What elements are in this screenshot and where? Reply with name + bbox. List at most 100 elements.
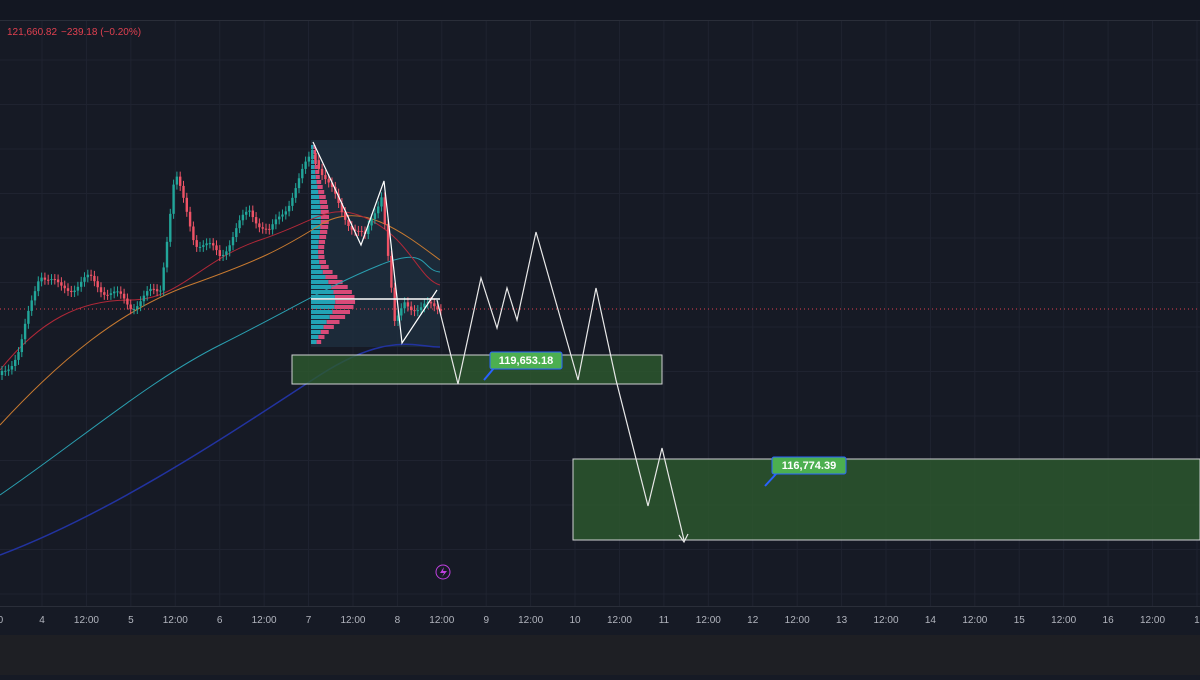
profile-bar [311,180,317,184]
profile-bar [316,340,322,344]
candle-body [195,240,198,247]
candle-body [47,279,50,281]
candle-body [169,213,172,242]
candle-body [103,292,106,295]
profile-bar [322,270,333,274]
candle-body [20,339,23,353]
candle-body [136,306,139,309]
profile-bar [334,295,355,299]
profile-bar [318,245,325,249]
candle-body [7,369,10,371]
candle-body [271,224,274,230]
candle-body [182,185,185,198]
candle-body [396,315,400,321]
profile-bar [311,225,321,229]
label-box [771,456,847,475]
candle-body [433,303,436,307]
candle-body [347,219,350,226]
candle-body [119,291,122,294]
x-tick-label: 12:00 [696,615,721,626]
candle-body [350,225,353,230]
candle-body [235,228,238,238]
profile-bar [311,300,336,304]
candle-body [188,211,192,227]
candle-body [317,160,320,169]
candle-body [53,279,56,281]
profile-bar [311,145,314,149]
profile-bar [311,240,319,244]
ma-20 [0,211,441,371]
event-icon-bolt [440,567,447,577]
x-tick-label: 12:00 [252,615,277,626]
label-pointer [483,367,495,381]
candle-body [370,219,373,226]
profile-bar [320,215,330,219]
profile-bar [311,315,330,319]
candle-body [436,306,439,310]
candle-body [330,182,334,187]
candle-body [360,230,363,232]
profile-bar [311,205,321,209]
profile-bar [311,275,326,279]
candle-body [192,226,195,241]
candle-body [159,290,162,292]
candle-body [254,217,258,224]
candle-body [142,295,146,302]
candle-body [400,308,403,316]
candle-body [439,309,443,311]
candle-body [344,212,347,220]
profile-bar [319,195,326,199]
x-tick-label: 12:00 [429,615,454,626]
profile-bar [313,150,316,154]
candle-body [228,245,231,252]
ma-100 [0,256,441,496]
profile-bar [311,330,321,334]
profile-bar [328,280,343,284]
header-change: −239.18 (−0.20%) [61,27,141,38]
target-label: 116,774.39 [782,460,836,472]
candle-body [291,197,294,206]
candle-body [238,220,241,229]
candle-body [212,243,215,246]
event-icon[interactable] [435,564,451,580]
ma-50 [0,215,441,426]
candle-body [337,193,340,203]
candle-body [93,275,96,282]
candle-body [139,301,142,307]
profile-bar [320,205,329,209]
candle-body [202,245,205,247]
x-tick-label: 12:00 [518,615,543,626]
candle-body [406,302,410,307]
x-tick-label: 10 [569,615,581,626]
x-tick-label: 16 [1103,615,1115,626]
candle-body [185,197,188,212]
ma-200 [0,343,441,556]
profile-bar [319,235,327,239]
profile-bar [318,240,326,244]
x-tick-label: 12:00 [785,615,810,626]
candle-body [357,230,360,232]
candle-body [0,370,4,375]
label-pointer [764,473,777,487]
candle-body [155,289,159,292]
candle-body [66,288,70,291]
x-tick-label: 9 [483,615,489,626]
profile-bar [320,265,329,269]
candle-body [165,241,169,268]
candle-body [304,161,307,169]
profile-bar [311,165,315,169]
candle-body [205,243,208,246]
profile-bar [316,180,322,184]
candle-body [132,308,136,310]
top-bar [0,0,1200,20]
candle-body [40,277,43,282]
profile-bar [317,185,323,189]
candle-body [393,287,396,321]
candle-body [60,282,63,286]
candle-body [353,229,357,231]
profile-bar [319,200,328,204]
profile-bar [311,220,321,224]
candle-body [380,197,383,207]
header-price: 121,660.82 [7,27,57,38]
